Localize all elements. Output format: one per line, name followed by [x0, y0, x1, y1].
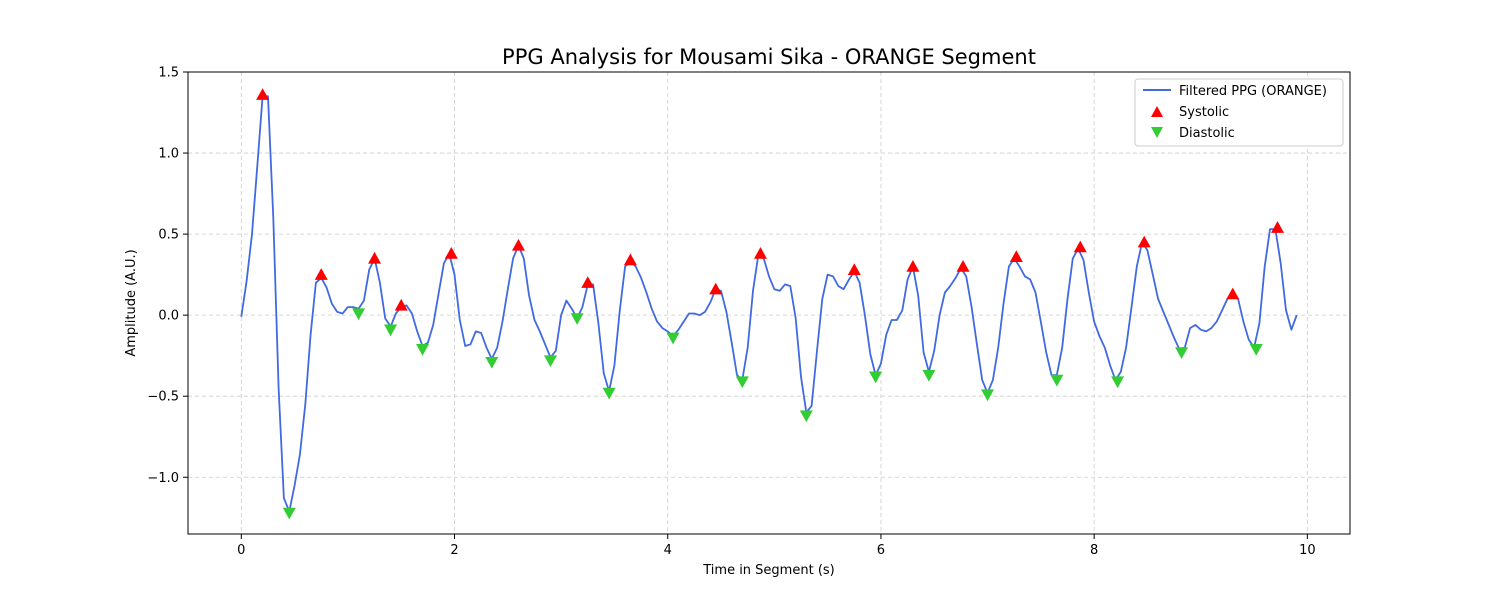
systolic-marker	[1226, 287, 1240, 300]
systolic-marker	[623, 253, 637, 266]
diastolic-marker	[869, 371, 883, 384]
axis-ticks: 0 2 4 6 8 10 −1.0 −0.5 0.0 0.5 1.0 1.5	[147, 66, 1315, 559]
systolic-marker	[847, 263, 861, 275]
systolic-marker	[394, 298, 408, 311]
legend-box	[1134, 78, 1344, 147]
legend-label-systolic: Systolic	[1179, 105, 1229, 120]
legend-label-filtered: Filtered PPG (ORANGE)	[1179, 84, 1327, 99]
diastolic-marker	[735, 376, 749, 389]
diastolic-marker	[416, 344, 430, 356]
systolic-marker	[444, 247, 458, 259]
systolic-marker	[1009, 250, 1023, 262]
diastolic-marker	[1249, 344, 1263, 356]
y-tick-label: 1.5	[158, 66, 179, 81]
diastolic-marker	[352, 308, 366, 321]
legend-systolic-marker	[1151, 106, 1163, 117]
diastolic-marker	[1050, 374, 1064, 387]
x-tick-label: 10	[1299, 543, 1316, 558]
plot-frame	[187, 71, 1351, 535]
systolic-marker	[956, 260, 970, 272]
systolic-marker	[906, 260, 920, 272]
chart-title: PPG Analysis for Mousami Sika - ORANGE S…	[502, 45, 1036, 69]
diastolic-marker	[602, 387, 616, 400]
diastolic-marker	[981, 389, 995, 402]
y-tick-label: 0.5	[158, 228, 179, 243]
systolic-marker	[511, 238, 525, 251]
y-tick-label: −0.5	[147, 390, 179, 405]
diastolic-marker	[485, 356, 499, 369]
systolic-marker	[256, 88, 270, 100]
x-tick-label: 8	[1090, 543, 1098, 558]
x-tick-label: 0	[237, 543, 245, 558]
x-axis-label: Time in Segment (s)	[702, 563, 834, 578]
systolic-marker	[314, 268, 328, 280]
systolic-marker	[581, 276, 595, 288]
x-tick-label: 6	[877, 543, 885, 558]
y-tick-label: 1.0	[158, 147, 179, 162]
ppg-series-line	[240, 95, 1298, 513]
diastolic-marker	[543, 355, 557, 368]
diastolic-marker	[282, 507, 296, 520]
systolic-marker	[1073, 240, 1087, 253]
y-tick-label: −1.0	[147, 471, 179, 486]
legend-diastolic-marker	[1151, 127, 1163, 138]
plot-series	[240, 88, 1298, 520]
systolic-marker	[1271, 221, 1285, 233]
systolic-marker	[368, 251, 382, 264]
legend: Filtered PPG (ORANGE) Systolic Diastolic	[1134, 78, 1344, 147]
diastolic-marker	[922, 369, 936, 382]
y-axis-label: Amplitude (A.U.)	[124, 249, 139, 356]
systolic-marker	[1137, 235, 1151, 248]
diastolic-marker	[666, 332, 680, 345]
systolic-marker	[709, 282, 723, 295]
diastolic-marker	[799, 410, 813, 423]
diastolic-marker	[1175, 347, 1189, 359]
systolic-marker	[753, 247, 767, 259]
y-tick-label: 0.0	[158, 309, 179, 324]
diastolic-marker	[570, 313, 584, 325]
diastolic-marker	[384, 324, 398, 337]
x-tick-label: 4	[664, 543, 672, 558]
legend-label-diastolic: Diastolic	[1179, 126, 1235, 141]
x-tick-label: 2	[450, 543, 458, 558]
diastolic-marker	[1111, 376, 1125, 389]
